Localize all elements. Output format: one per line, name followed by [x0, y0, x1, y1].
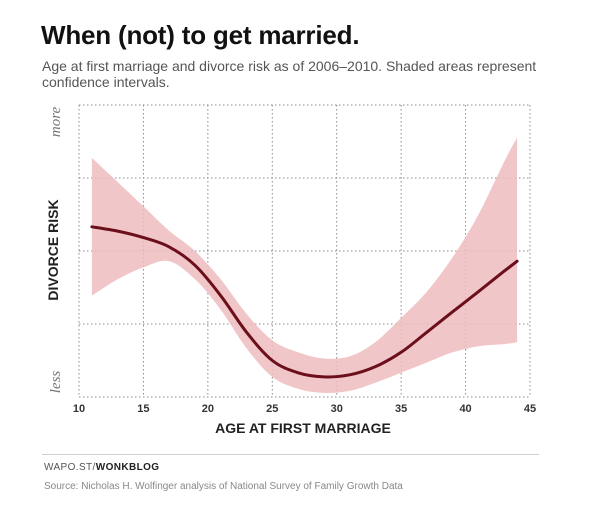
x-tick-label: 45 — [524, 403, 536, 415]
footer-divider — [42, 454, 539, 455]
source-note: Source: Nicholas H. Wolfinger analysis o… — [44, 481, 403, 492]
chart-subtitle: Age at first marriage and divorce risk a… — [42, 58, 537, 90]
credit-brand: WONKBLOG — [95, 462, 160, 473]
y-axis-label: DIVORCE RISK — [45, 199, 61, 300]
x-tick-label: 15 — [137, 403, 149, 415]
x-tick-label: 20 — [202, 403, 214, 415]
y-axis-top-label: more — [48, 107, 64, 138]
credit-line: WAPO.ST/WONKBLOG — [44, 462, 159, 473]
x-tick-label: 10 — [73, 403, 85, 415]
y-axis-bottom-label: less — [48, 371, 64, 394]
x-tick-label: 25 — [266, 403, 278, 415]
confidence-interval-band — [91, 137, 518, 394]
x-axis-label: AGE AT FIRST MARRIAGE — [215, 420, 391, 436]
x-axis-ticks: 10 15 20 25 30 35 40 45 — [73, 403, 536, 415]
page-title: When (not) to get married. — [41, 20, 360, 50]
divorce-risk-line — [90, 225, 519, 379]
credit-prefix: WAPO.ST/ — [44, 462, 96, 473]
x-tick-label: 30 — [331, 403, 343, 415]
x-tick-label: 35 — [395, 403, 407, 415]
x-tick-label: 40 — [459, 403, 471, 415]
grid — [78, 104, 531, 398]
